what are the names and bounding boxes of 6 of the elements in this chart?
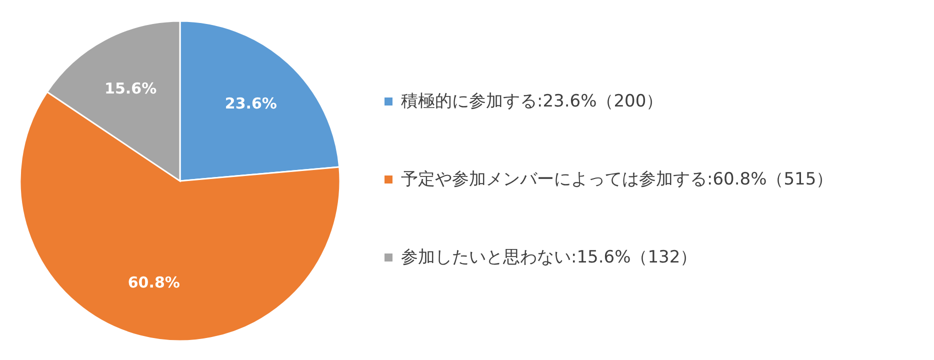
- data-label: 60.8%: [128, 274, 180, 292]
- legend-label: 積極的に参加する:23.6%（200）: [401, 92, 664, 112]
- data-label: 15.6%: [104, 79, 157, 98]
- legend-label: 予定や参加メンバーによっては参加する:60.8%（515）: [401, 170, 834, 190]
- data-label: 23.6%: [224, 94, 277, 113]
- legend-label: 参加したいと思わない:15.6%（132）: [401, 248, 698, 268]
